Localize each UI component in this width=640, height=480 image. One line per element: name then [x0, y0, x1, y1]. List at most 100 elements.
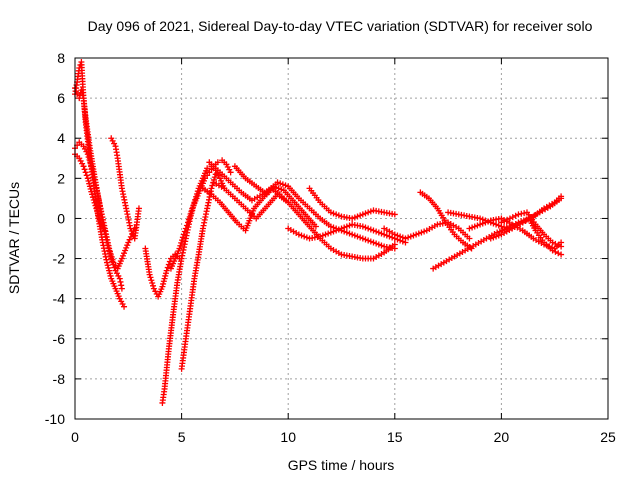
data-point — [418, 229, 425, 236]
data-point — [354, 233, 361, 240]
data-point — [279, 181, 286, 188]
data-point — [118, 282, 125, 289]
x-tick-labels: 0 5 10 15 20 25 — [71, 429, 616, 445]
data-point — [493, 221, 500, 228]
data-point — [186, 213, 193, 220]
data-point — [325, 230, 332, 237]
data-point — [161, 275, 168, 282]
plot-frame — [74, 57, 609, 420]
data-point — [103, 259, 110, 266]
data-point — [479, 220, 486, 227]
data-point — [126, 236, 133, 243]
data-point — [495, 232, 502, 239]
data-point — [282, 182, 289, 189]
data-point — [149, 280, 156, 287]
data-point — [109, 256, 116, 263]
data-point — [117, 278, 124, 285]
chart-title: Day 096 of 2021, Sidereal Day-to-day VTE… — [88, 18, 593, 34]
data-point — [227, 169, 234, 176]
data-point — [482, 219, 489, 226]
data-point — [147, 274, 154, 281]
data-point — [87, 186, 94, 193]
data-point — [341, 224, 348, 231]
data-point — [160, 278, 167, 285]
data-point — [127, 233, 134, 240]
data-point — [405, 234, 412, 241]
data-point — [365, 237, 372, 244]
data-point — [399, 234, 406, 241]
data-point — [88, 188, 95, 195]
data-point — [370, 227, 377, 234]
data-point — [466, 235, 473, 242]
data-point — [421, 228, 428, 235]
data-point — [394, 232, 401, 239]
data-point — [125, 239, 132, 246]
data-point — [373, 240, 380, 247]
data-point — [79, 89, 86, 96]
data-point — [373, 228, 380, 235]
data-point — [211, 174, 218, 181]
data-point — [512, 212, 519, 219]
data-point — [78, 87, 85, 94]
x-axis-label: GPS time / hours — [288, 457, 395, 473]
data-point — [351, 214, 358, 221]
y-axis-label: SDTVAR / TECUs — [6, 182, 22, 294]
data-point — [73, 88, 80, 95]
data-point — [410, 232, 417, 239]
data-point — [357, 212, 364, 219]
data-point — [346, 230, 353, 237]
data-point — [349, 215, 356, 222]
data-point — [549, 239, 556, 246]
data-point — [87, 159, 94, 166]
series-arc5 — [108, 135, 142, 242]
data-point — [119, 252, 126, 259]
data-point — [298, 232, 305, 239]
data-point — [333, 227, 340, 234]
data-point — [391, 245, 398, 252]
data-point — [177, 242, 184, 249]
data-point — [490, 234, 497, 241]
grid-lines — [75, 58, 608, 419]
y-tick-labels: -10 -8 -6 -4 -2 0 2 4 6 8 — [45, 50, 65, 427]
data-point — [391, 211, 398, 218]
data-point — [375, 229, 382, 236]
data-point — [107, 251, 114, 258]
data-point — [150, 282, 157, 289]
x-tick-label: 20 — [494, 429, 510, 445]
data-point — [160, 280, 167, 287]
data-point — [317, 233, 324, 240]
data-point — [107, 272, 114, 279]
axis-ticks — [74, 57, 609, 420]
data-point — [333, 211, 340, 218]
data-point — [82, 169, 89, 176]
data-point — [85, 154, 92, 161]
series-arc14 — [285, 221, 409, 246]
data-point — [367, 208, 374, 215]
data-point — [327, 209, 334, 216]
data-point — [105, 264, 112, 271]
data-point — [365, 209, 372, 216]
data-point — [327, 223, 334, 230]
data-point — [84, 175, 91, 182]
data-point — [116, 275, 123, 282]
data-point — [555, 250, 562, 257]
data-point — [558, 243, 565, 250]
data-point — [84, 151, 91, 158]
data-point — [85, 178, 92, 185]
data-point — [86, 180, 93, 187]
x-tick-label: 10 — [280, 429, 296, 445]
data-point — [343, 229, 350, 236]
data-point — [519, 219, 526, 226]
data-point — [487, 235, 494, 242]
data-point — [518, 210, 525, 217]
data-point — [498, 219, 505, 226]
data-point — [301, 233, 308, 240]
series-arc22 — [498, 209, 565, 250]
series-arc9 — [178, 171, 219, 372]
data-point — [402, 235, 409, 242]
data-point — [343, 223, 350, 230]
data-point — [506, 215, 513, 222]
series-arc16 — [381, 219, 473, 242]
data-point — [381, 231, 388, 238]
